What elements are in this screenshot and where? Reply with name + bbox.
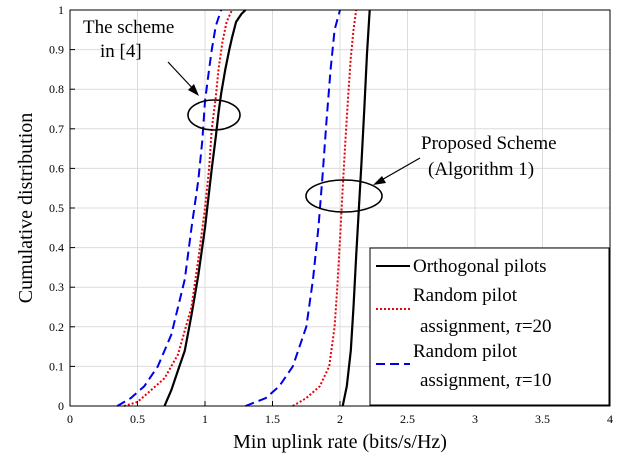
legend-entry-random-20-line2: assignment, τ=20 (420, 316, 552, 337)
x-tick-label: 3 (472, 412, 478, 426)
annotation-scheme-4-line1: The scheme (83, 17, 174, 38)
legend: Orthogonal pilots Random pilot assignmen… (369, 247, 610, 406)
x-tick-label: 3.5 (535, 412, 550, 426)
legend-box (369, 247, 610, 406)
series-line-proposed-dotted (292, 9, 358, 407)
series-line-scheme4-dashed (116, 9, 223, 407)
x-tick-label: 2 (337, 412, 343, 426)
x-tick-label: 1.5 (265, 412, 280, 426)
y-tick-label: 0 (58, 399, 64, 413)
legend-entry-random-20-tau: τ (515, 316, 523, 337)
y-axis-label: Cumulative distribution (15, 113, 37, 304)
y-tick-label: 0.4 (49, 241, 64, 255)
y-tick-label: 0.2 (49, 320, 64, 334)
annotation-scheme-4-arrowhead (188, 84, 199, 96)
annotation-scheme-4: The scheme in [4] (83, 17, 241, 131)
series-line-proposed-solid (341, 9, 371, 407)
y-tick-label: 0.9 (49, 43, 64, 57)
x-tick-label: 1 (202, 412, 208, 426)
legend-entry-random-20-line1: Random pilot (413, 285, 518, 306)
series-line-scheme4-solid (163, 9, 247, 407)
annotation-proposed-line1: Proposed Scheme (421, 133, 557, 154)
y-tick-label: 0.1 (49, 359, 64, 373)
legend-entry-random-10-prefix: assignment, (420, 370, 515, 391)
series-line-scheme4-dotted (123, 9, 233, 407)
y-tick-label: 1 (58, 3, 64, 17)
series-line-proposed-dashed (245, 9, 341, 407)
series-layer (116, 9, 371, 407)
annotation-proposed-arrow (377, 157, 421, 183)
legend-entry-orthogonal: Orthogonal pilots (413, 256, 547, 277)
legend-entry-random-10-suffix: =10 (522, 370, 552, 391)
x-tick-label: 0 (67, 412, 73, 426)
y-tick-label: 0.7 (49, 122, 64, 136)
legend-entry-random-10-tau: τ (515, 370, 523, 391)
annotation-proposed-line2: (Algorithm 1) (428, 159, 534, 180)
annotation-proposed-arrowhead (373, 176, 386, 185)
annotation-proposed-ellipse (305, 179, 383, 213)
y-tick-label: 0.6 (49, 161, 64, 175)
annotation-scheme-4-line2: in [4] (100, 41, 142, 62)
y-tick-label: 0.3 (49, 280, 64, 294)
annotation-scheme-4-ellipse (187, 99, 241, 131)
legend-entry-random-10-line1: Random pilot (413, 341, 518, 362)
annotation-proposed: Proposed Scheme (Algorithm 1) (305, 133, 557, 213)
y-tick-label: 0.5 (49, 201, 64, 215)
x-tick-label: 2.5 (400, 412, 415, 426)
y-tick-label: 0.8 (49, 82, 64, 96)
legend-entry-random-10-line2: assignment, τ=10 (420, 370, 552, 391)
x-axis-label: Min uplink rate (bits/s/Hz) (233, 431, 447, 453)
x-tick-label: 4 (607, 412, 613, 426)
x-tick-label: 0.5 (130, 412, 145, 426)
legend-entry-random-20-prefix: assignment, (420, 316, 515, 337)
ticks: 0 0.5 1 1.5 2 2.5 3 3.5 4 0 0.1 0.2 0.3 0.4 0.5 0.6 0.7 0… (49, 3, 613, 426)
legend-entry-random-20-suffix: =20 (522, 316, 552, 337)
